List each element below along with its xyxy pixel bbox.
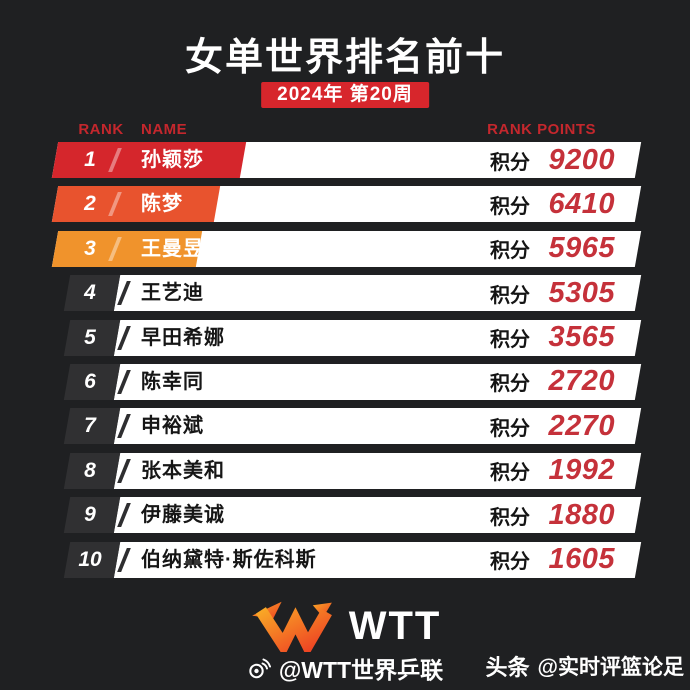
points-label: 积分 bbox=[490, 462, 530, 485]
page-title: 女单世界排名前十 bbox=[184, 37, 505, 79]
points-group: 积分 5965 bbox=[490, 231, 615, 267]
player-name: 王艺迪 bbox=[141, 282, 204, 305]
points-value: 1992 bbox=[548, 454, 615, 487]
header-name: NAME bbox=[141, 121, 188, 138]
table-row: 10 伯纳黛特·斯佐科斯 积分 1605 bbox=[55, 541, 642, 578]
points-label: 积分 bbox=[490, 329, 530, 352]
week-badge: 2024年 第20周 bbox=[261, 82, 429, 108]
rank-number: 4 bbox=[84, 281, 96, 305]
rank-number: 5 bbox=[84, 325, 96, 349]
source-credit: 头条 @实时评篮论足 bbox=[486, 652, 685, 680]
points-value: 9200 bbox=[548, 143, 615, 176]
points-value: 2270 bbox=[548, 409, 615, 442]
points-value: 5965 bbox=[548, 232, 615, 265]
points-label: 积分 bbox=[490, 373, 530, 396]
rank-number: 3 bbox=[84, 236, 96, 260]
player-name: 张本美和 bbox=[141, 459, 225, 482]
player-name: 伊藤美诚 bbox=[141, 504, 225, 527]
table-row: 3 王曼昱 积分 5965 bbox=[51, 230, 642, 267]
points-group: 积分 1605 bbox=[490, 542, 615, 578]
points-label: 积分 bbox=[490, 240, 530, 263]
header-rank: RANK bbox=[78, 121, 124, 138]
table-header: RANK NAME RANK POINTS bbox=[55, 121, 638, 139]
player-name: 伯纳黛特·斯佐科斯 bbox=[141, 548, 317, 571]
points-label: 积分 bbox=[490, 284, 530, 307]
table-row: 2 陈梦 积分 6410 bbox=[51, 186, 642, 223]
rank-number: 7 bbox=[84, 414, 96, 438]
player-name: 申裕斌 bbox=[141, 415, 204, 438]
source-handle: @实时评篮论足 bbox=[537, 656, 684, 679]
ranking-rows: 1 孙颖莎 积分 9200 2 陈梦 积分 6410 3 王曼昱 bbox=[51, 142, 642, 578]
points-group: 积分 2270 bbox=[490, 408, 615, 444]
rank-number: 6 bbox=[84, 369, 96, 393]
weibo-handle: @WTT世界乒联 bbox=[278, 657, 444, 683]
table-row: 4 王艺迪 积分 5305 bbox=[55, 275, 642, 312]
points-group: 积分 1992 bbox=[490, 453, 615, 489]
rank-number: 2 bbox=[84, 192, 96, 216]
wtt-wordmark: WTT bbox=[348, 604, 442, 648]
player-name: 早田希娜 bbox=[141, 326, 225, 349]
points-value: 1880 bbox=[548, 498, 615, 531]
player-name: 孙颖莎 bbox=[141, 149, 204, 171]
points-value: 2720 bbox=[548, 365, 615, 398]
points-label: 积分 bbox=[490, 151, 530, 174]
header-points: RANK POINTS bbox=[487, 121, 596, 138]
points-value: 1605 bbox=[548, 543, 615, 576]
wtt-logo-icon bbox=[251, 601, 332, 652]
points-value: 5305 bbox=[548, 276, 615, 309]
rank-number: 10 bbox=[78, 547, 102, 571]
player-name: 陈梦 bbox=[141, 193, 183, 216]
points-group: 积分 3565 bbox=[490, 320, 615, 356]
points-group: 积分 2720 bbox=[490, 364, 615, 400]
points-value: 6410 bbox=[548, 187, 615, 220]
rank-number: 9 bbox=[84, 503, 96, 527]
player-name: 陈幸同 bbox=[141, 370, 204, 393]
table-row: 5 早田希娜 积分 3565 bbox=[55, 319, 642, 356]
table-row: 1 孙颖莎 积分 9200 bbox=[51, 142, 642, 178]
rank-number: 1 bbox=[84, 148, 96, 171]
points-value: 3565 bbox=[548, 321, 615, 354]
weibo-icon bbox=[249, 658, 271, 679]
table-row: 7 申裕斌 积分 2270 bbox=[55, 408, 642, 445]
rank-number: 8 bbox=[84, 458, 96, 482]
table-row: 8 张本美和 积分 1992 bbox=[55, 452, 642, 489]
points-label: 积分 bbox=[490, 195, 530, 218]
points-group: 积分 6410 bbox=[490, 186, 615, 222]
points-group: 积分 5305 bbox=[490, 275, 615, 311]
points-label: 积分 bbox=[490, 506, 530, 529]
table-row: 9 伊藤美诚 积分 1880 bbox=[55, 497, 642, 534]
points-group: 积分 9200 bbox=[490, 142, 615, 178]
points-group: 积分 1880 bbox=[490, 497, 615, 533]
toutiao-label: 头条 bbox=[485, 655, 530, 680]
table-row: 6 陈幸同 积分 2720 bbox=[55, 363, 642, 400]
weibo-handle-row: @WTT世界乒联 bbox=[0, 654, 690, 683]
points-label: 积分 bbox=[490, 417, 530, 440]
player-name: 王曼昱 bbox=[141, 237, 204, 260]
points-label: 积分 bbox=[490, 551, 530, 574]
wtt-logo: WTT bbox=[0, 600, 690, 652]
